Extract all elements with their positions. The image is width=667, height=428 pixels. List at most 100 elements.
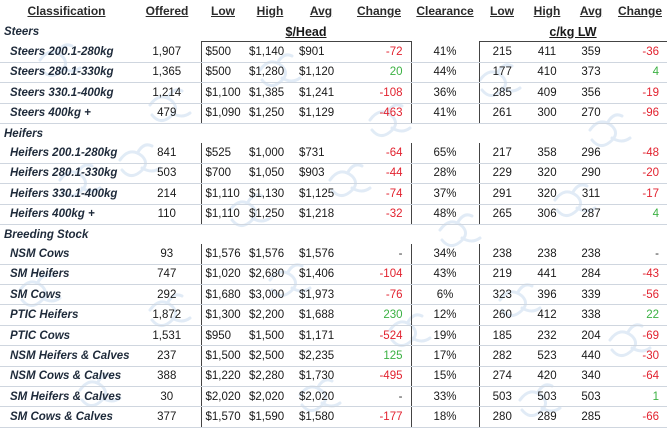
row-offered: 214 [133,183,201,205]
section-title: Steers [4,25,40,38]
row-low-lw: 215 [478,41,525,63]
row-low-lw: 229 [478,163,525,185]
row-offered: 1,531 [133,325,201,347]
row-classification: SM Heifers & Calves [0,386,133,408]
header-change-lw: Change [617,4,662,18]
row-low-lw: 177 [478,62,525,84]
row-low: $1,570 [200,406,245,428]
row-high-lw: 238 [525,244,569,265]
row-change-lw: -20 [613,163,667,185]
row-low-lw: 285 [478,82,525,104]
row-avg: $1,129 [295,103,347,124]
row-low-lw: 503 [478,386,525,408]
row-high-lw: 320 [525,183,569,205]
table-row: Heifers 200.1-280kg 841 $525 $1,000 $731 -64 6… [0,143,667,164]
spacer-cell [133,224,201,244]
row-avg: $1,730 [295,366,347,388]
row-low: $1,020 [200,264,245,286]
row-low: $1,110 [200,183,245,205]
row-change: 230 [347,304,411,326]
row-high: $2,200 [245,304,295,326]
row-offered: 1,872 [133,304,201,326]
row-high-lw: 409 [525,82,569,104]
row-high-lw: 412 [525,304,569,326]
spacer-cell [201,123,667,143]
row-change-lw: 4 [613,204,667,225]
row-low-lw: 265 [478,204,525,225]
table-row: Heifers 280.1-330kg 503 $700 $1,050 $903 -44 2… [0,163,667,185]
row-change: -463 [347,103,411,124]
row-change: -104 [347,264,411,286]
row-clearance: 48% [410,204,479,225]
row-avg: $1,406 [295,264,347,286]
row-high: $2,500 [245,345,295,367]
header-avg-lw: Avg [579,4,603,18]
row-avg: $1,688 [295,304,347,326]
row-classification: Steers 400kg + [0,103,133,124]
row-low: $500 [200,41,245,63]
row-high-lw: 441 [525,264,569,286]
table-row: NSM Cows 93 $1,576 $1,576 $1,576-34% 238 238 23… [0,244,667,265]
row-clearance: 41% [410,41,479,63]
row-low-lw: 323 [478,284,525,306]
row-classification: NSM Cows & Calves [0,366,133,388]
row-classification: PTIC Heifers [0,304,133,326]
row-low-lw: 274 [478,366,525,388]
spacer-cell [133,22,201,42]
row-avg-lw: 440 [569,345,613,367]
section-header-row: Steers $/Head c/kg LW [0,22,667,43]
row-high: $1,000 [245,143,295,164]
row-avg-lw: 238 [569,244,613,265]
row-high-lw: 523 [525,345,569,367]
row-offered: 479 [133,103,201,124]
row-clearance: 65% [410,143,479,164]
row-classification: NSM Heifers & Calves [0,345,133,367]
row-low: $1,090 [200,103,245,124]
row-clearance: 33% [410,386,479,408]
row-offered: 841 [133,143,201,164]
table-row: Steers 200.1-280kg 1,907 $500 $1,140 $901 -72… [0,41,667,63]
row-high: $1,500 [245,325,295,347]
row-change: 20 [347,62,411,84]
header-avg: Avg [309,4,333,18]
row-change-lw: -48 [613,143,667,164]
row-avg: $901 [295,41,347,63]
row-clearance: 12% [410,304,479,326]
unit-lw-label: c/kg LW [479,22,667,43]
row-clearance: 17% [410,345,479,367]
table-row: Steers 330.1-400kg 1,214 $1,100 $1,385 $1,24… [0,82,667,104]
row-offered: 747 [133,264,201,286]
row-avg-lw: 356 [569,82,613,104]
row-change: -44 [347,163,411,185]
row-avg: $2,235 [295,345,347,367]
section-title: Heifers [4,127,43,140]
row-avg-lw: 338 [569,304,613,326]
row-classification: SM Heifers [0,264,133,286]
row-low: $700 [200,163,245,185]
row-classification: Steers 330.1-400kg [0,82,133,104]
row-avg-lw: 290 [569,163,613,185]
row-avg-lw: 296 [569,143,613,164]
row-high: $1,250 [245,103,295,124]
row-low: $1,110 [200,204,245,225]
row-avg: $1,125 [295,183,347,205]
table-row: Heifers 400kg +110 $1,110 $1,250 $1,218 -32 4… [0,204,667,225]
row-low-lw: 238 [478,244,525,265]
row-low: $500 [200,62,245,84]
row-change-lw: -30 [613,345,667,367]
row-classification: Steers 200.1-280kg [0,41,133,63]
row-low: $1,300 [200,304,245,326]
table-row: NSM Cows & Calves 388 $1,220 $2,280 $1,730 -4… [0,366,667,388]
row-offered: 388 [133,366,201,388]
row-change: -74 [347,183,411,205]
row-high: $1,385 [245,82,295,104]
row-high: $1,280 [245,62,295,84]
table-row: PTIC Heifers 1,872 $1,300 $2,200 $1,688 230 12… [0,304,667,326]
row-classification: SM Cows [0,284,133,306]
row-clearance: 37% [410,183,479,205]
row-offered: 1,907 [133,41,201,63]
row-change-lw: -66 [613,406,667,428]
row-low-lw: 280 [478,406,525,428]
table-row: Steers 280.1-330kg 1,365 $500 $1,280 $1,120 2… [0,62,667,84]
row-clearance: 28% [410,163,479,185]
